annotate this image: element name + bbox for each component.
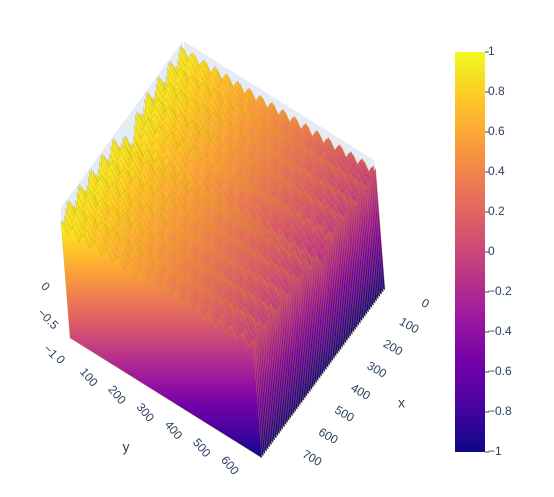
x-tick-label: 300: [365, 359, 390, 381]
surface-sheet: [60, 220, 263, 459]
colorbar-tick-label: 0.8: [488, 84, 505, 98]
x-tick-label: 100: [397, 314, 422, 336]
z-tick-label: −0.5: [35, 306, 62, 333]
y-tick-label: 200: [105, 383, 129, 408]
colorbar-tick-label: 1: [488, 44, 495, 58]
x-tick-label: 500: [332, 403, 357, 425]
colorbar-tick-label: 0: [488, 244, 495, 258]
colorbar-tick-label: 0.2: [488, 204, 505, 218]
colorbar-tick-label: −0.4: [488, 324, 512, 338]
colorbar-tick-label: 0.4: [488, 164, 505, 178]
x-tick-label: 600: [316, 425, 341, 447]
x-tick-label: 700: [300, 447, 325, 469]
x-tick-label: 0: [419, 296, 432, 312]
scene: [59, 38, 386, 459]
y-tick-label: 600: [218, 453, 242, 478]
colorbar-tick-label: −0.8: [488, 404, 512, 418]
x-tick-label: 200: [381, 336, 406, 358]
colorbar-tick-label: −0.2: [488, 284, 512, 298]
y-axis-title: y: [123, 439, 130, 455]
y-tick-label: 400: [162, 418, 186, 443]
y-tick-label: 500: [190, 436, 214, 461]
colorbar-tick-label: 0.6: [488, 124, 505, 138]
colorbar-tick-label: −1: [488, 444, 502, 458]
x-axis-title: x: [398, 395, 405, 411]
colorbar: [455, 52, 485, 452]
colorbar-tick-label: −0.6: [488, 364, 512, 378]
y-tick-label: 300: [134, 400, 158, 425]
y-tick-label: 100: [77, 365, 101, 390]
z-tick-label: 0: [38, 279, 53, 294]
x-tick-label: 400: [349, 381, 374, 403]
